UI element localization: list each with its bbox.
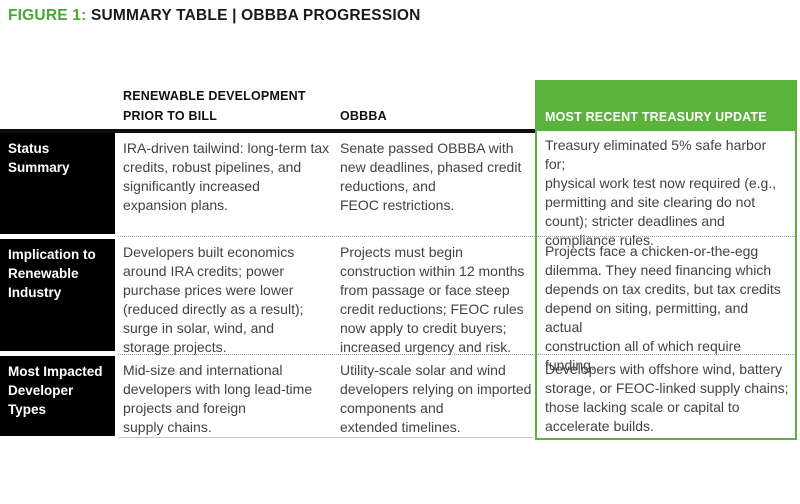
column-header-prior-to-bill: RENEWABLE DEVELOPMENT PRIOR TO BILL (123, 89, 306, 123)
cell-status-treasury-update: Treasury eliminated 5% safe harbor for; … (537, 131, 795, 248)
figure-label: FIGURE 1: (8, 7, 87, 24)
cell-implication-obbba: Projects must begin construction within … (340, 244, 525, 355)
cell-developers-treasury-update: Developers with offshore wind, battery s… (545, 361, 789, 434)
row-label-most-impacted: Most Impacted Developer Types (0, 356, 115, 436)
row-label-status-summary: Status Summary (0, 133, 115, 234)
column-header-treasury-update: MOST RECENT TREASURY UPDATE (537, 82, 795, 131)
cell-developers-obbba: Utility-scale solar and wind developers … (340, 362, 532, 435)
column-header-obbba: OBBBA (340, 109, 387, 123)
treasury-update-column: MOST RECENT TREASURY UPDATE Treasury eli… (535, 80, 797, 440)
table-row: IRA-driven tailwind: long-term tax credi… (118, 133, 533, 237)
cell-implication-treasury-update: Projects face a chicken-or-the-egg dilem… (537, 237, 795, 373)
cell-developers-prior-to-bill: Mid-size and international developers wi… (123, 362, 313, 435)
figure-title-text: SUMMARY TABLE | OBBBA PROGRESSION (90, 7, 421, 24)
cell-status-obbba: Senate passed OBBBA with new deadlines, … (340, 140, 522, 213)
row-label-implication: Implication to Renewable Industry (0, 239, 115, 351)
figure-title: FIGURE 1: SUMMARY TABLE | OBBBA PROGRESS… (8, 7, 421, 25)
cell-implication-prior-to-bill: Developers built economics around IRA cr… (123, 244, 304, 355)
header-rule (0, 129, 535, 133)
table-row: Developers built economics around IRA cr… (118, 237, 533, 355)
table-row: Mid-size and international developers wi… (118, 355, 533, 438)
cell-status-prior-to-bill: IRA-driven tailwind: long-term tax credi… (123, 140, 330, 213)
